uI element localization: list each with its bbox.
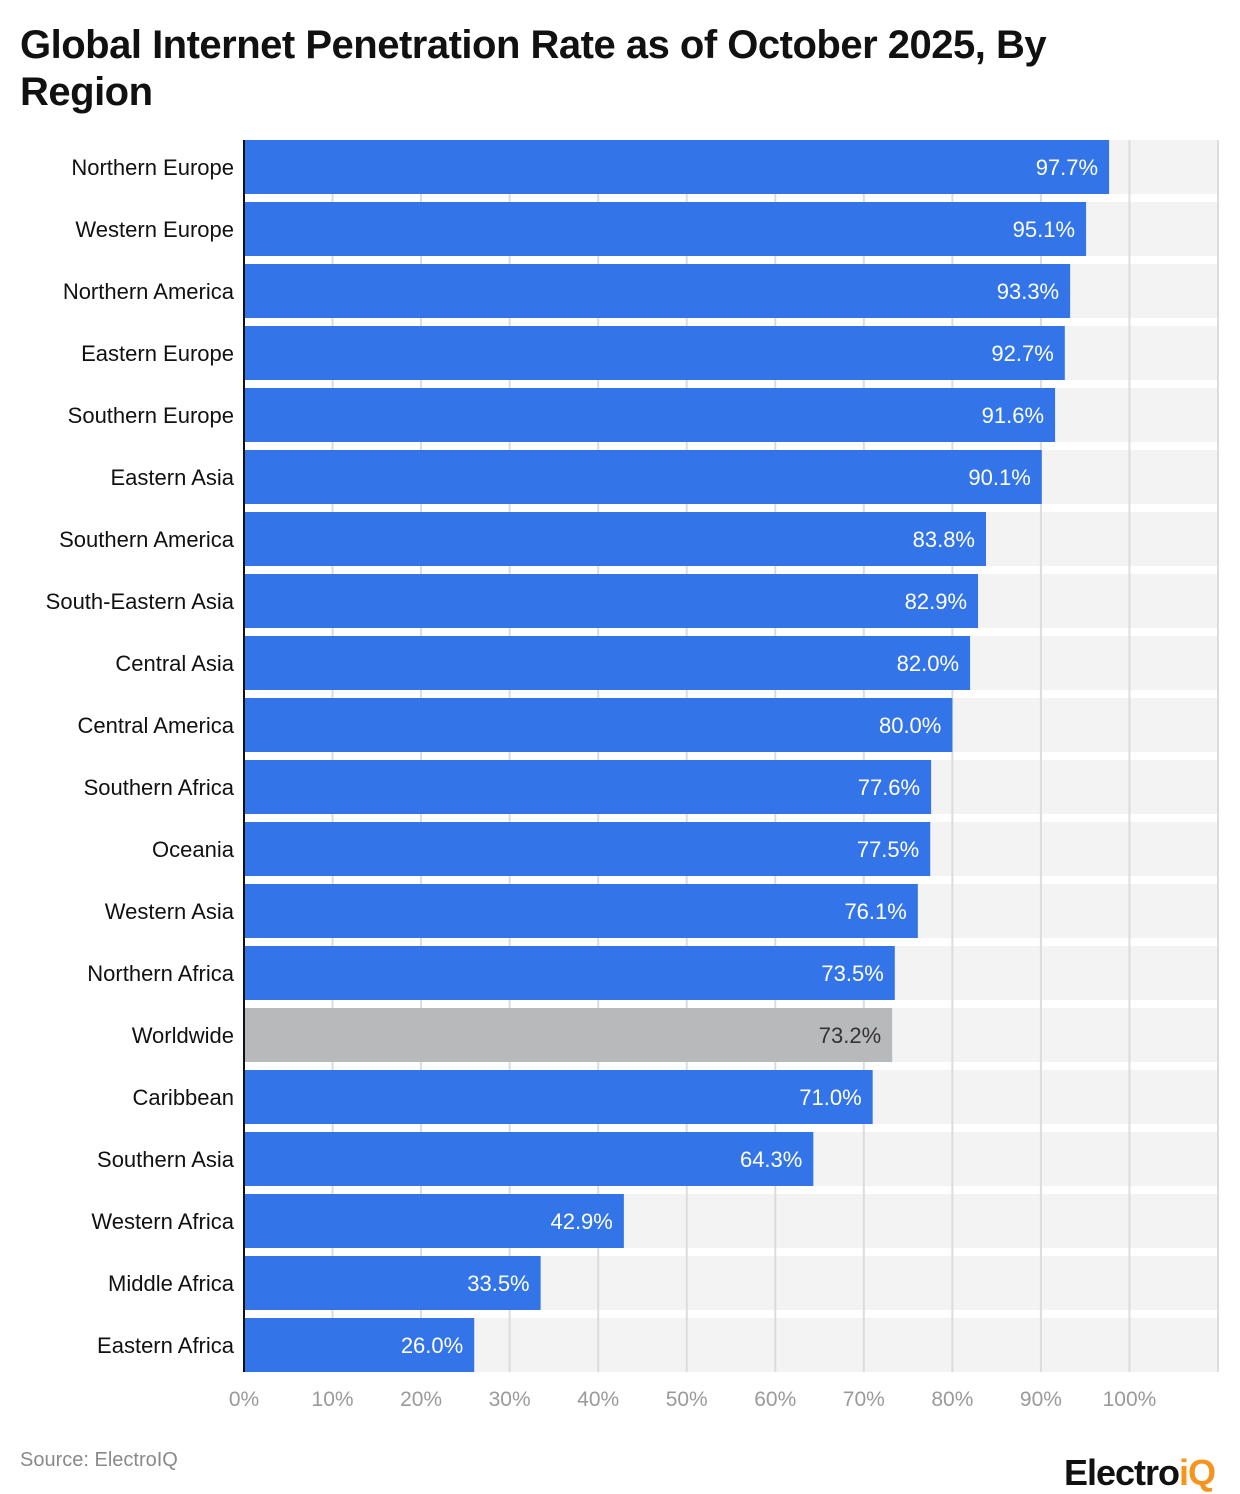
x-tick-label: 60% [754, 1388, 796, 1411]
bar-western-africa [244, 1194, 624, 1248]
y-tick-label: Northern America [63, 279, 235, 304]
y-tick-label: Western Asia [105, 899, 235, 924]
chart-title: Global Internet Penetration Rate as of O… [20, 23, 1047, 114]
bar-northern-africa [244, 946, 895, 1000]
y-tick-label: Caribbean [132, 1085, 234, 1110]
y-tick-label: Northern Europe [71, 155, 234, 180]
bar-caribbean [244, 1070, 873, 1124]
data-label: 73.5% [821, 961, 883, 986]
y-tick-label: Western Europe [75, 217, 234, 242]
data-label: 71.0% [799, 1085, 861, 1110]
y-tick-label: Eastern Asia [110, 465, 234, 490]
bar-western-asia [244, 884, 918, 938]
bar-southern-africa [244, 760, 932, 814]
bar-eastern-africa [244, 1318, 475, 1372]
data-label: 80.0% [879, 713, 941, 738]
x-tick-label: 70% [843, 1388, 885, 1411]
data-label: 77.5% [857, 837, 919, 862]
bar-northern-europe [244, 140, 1110, 194]
data-label: 33.5% [467, 1271, 529, 1296]
y-tick-label: Middle Africa [108, 1271, 235, 1296]
y-tick-label: Western Africa [91, 1209, 234, 1234]
y-tick-label: Southern Asia [97, 1147, 235, 1172]
y-tick-label: Southern America [59, 527, 235, 552]
data-label: 91.6% [982, 403, 1044, 428]
y-tick-label: Southern Europe [68, 403, 234, 428]
data-label: 77.6% [858, 775, 920, 800]
electroiq-logo: ElectroiQ [1064, 1452, 1216, 1493]
x-tick-label: 20% [400, 1388, 442, 1411]
data-label: 92.7% [991, 341, 1053, 366]
bar-worldwide [244, 1008, 893, 1062]
x-tick-label: 40% [577, 1388, 619, 1411]
y-tick-label: Central Asia [115, 651, 234, 676]
source-note: Source: ElectroIQ [20, 1449, 178, 1471]
bar-south-eastern-asia [244, 574, 979, 628]
y-tick-label: Worldwide [132, 1023, 234, 1048]
bar-northern-america [244, 264, 1071, 318]
data-label: 97.7% [1036, 155, 1098, 180]
bar-middle-africa [244, 1256, 541, 1310]
x-tick-label: 90% [1020, 1388, 1062, 1411]
bar-chart: 0% 10% 20% 30% 40% 50% 60% 70% 80% 90% 100% Norther… [46, 140, 1219, 1411]
x-tick-label: 50% [666, 1388, 708, 1411]
bar-southern-europe [244, 388, 1056, 442]
data-label: 82.9% [905, 589, 967, 614]
data-label: 82.0% [897, 651, 959, 676]
y-tick-label: Eastern Europe [81, 341, 234, 366]
data-label: 93.3% [997, 279, 1059, 304]
bar-oceania [244, 822, 931, 876]
data-label: 42.9% [550, 1209, 612, 1234]
data-label: 90.1% [968, 465, 1030, 490]
x-tick-label: 10% [312, 1388, 354, 1411]
bar-central-america [244, 698, 953, 752]
bar-southern-asia [244, 1132, 814, 1186]
data-label: 95.1% [1013, 217, 1075, 242]
y-tick-label: Southern Africa [84, 775, 235, 800]
y-tick-label: Central America [77, 713, 234, 738]
data-label: 76.1% [844, 899, 906, 924]
bar-central-asia [244, 636, 971, 690]
x-tick-label: 30% [489, 1388, 531, 1411]
data-label: 73.2% [819, 1023, 881, 1048]
data-label: 64.3% [740, 1147, 802, 1172]
y-tick-label: Northern Africa [87, 961, 234, 986]
x-tick-label: 0% [229, 1388, 259, 1411]
data-label: 26.0% [401, 1333, 463, 1358]
y-tick-label: Oceania [152, 837, 235, 862]
y-tick-label: Eastern Africa [97, 1333, 235, 1358]
y-tick-label: South-Eastern Asia [46, 589, 235, 614]
bar-western-europe [244, 202, 1087, 256]
x-tick-label: 100% [1103, 1388, 1157, 1411]
bar-southern-america [244, 512, 987, 566]
x-tick-label: 80% [931, 1388, 973, 1411]
data-label: 83.8% [913, 527, 975, 552]
bar-eastern-asia [244, 450, 1042, 504]
bar-eastern-europe [244, 326, 1065, 380]
